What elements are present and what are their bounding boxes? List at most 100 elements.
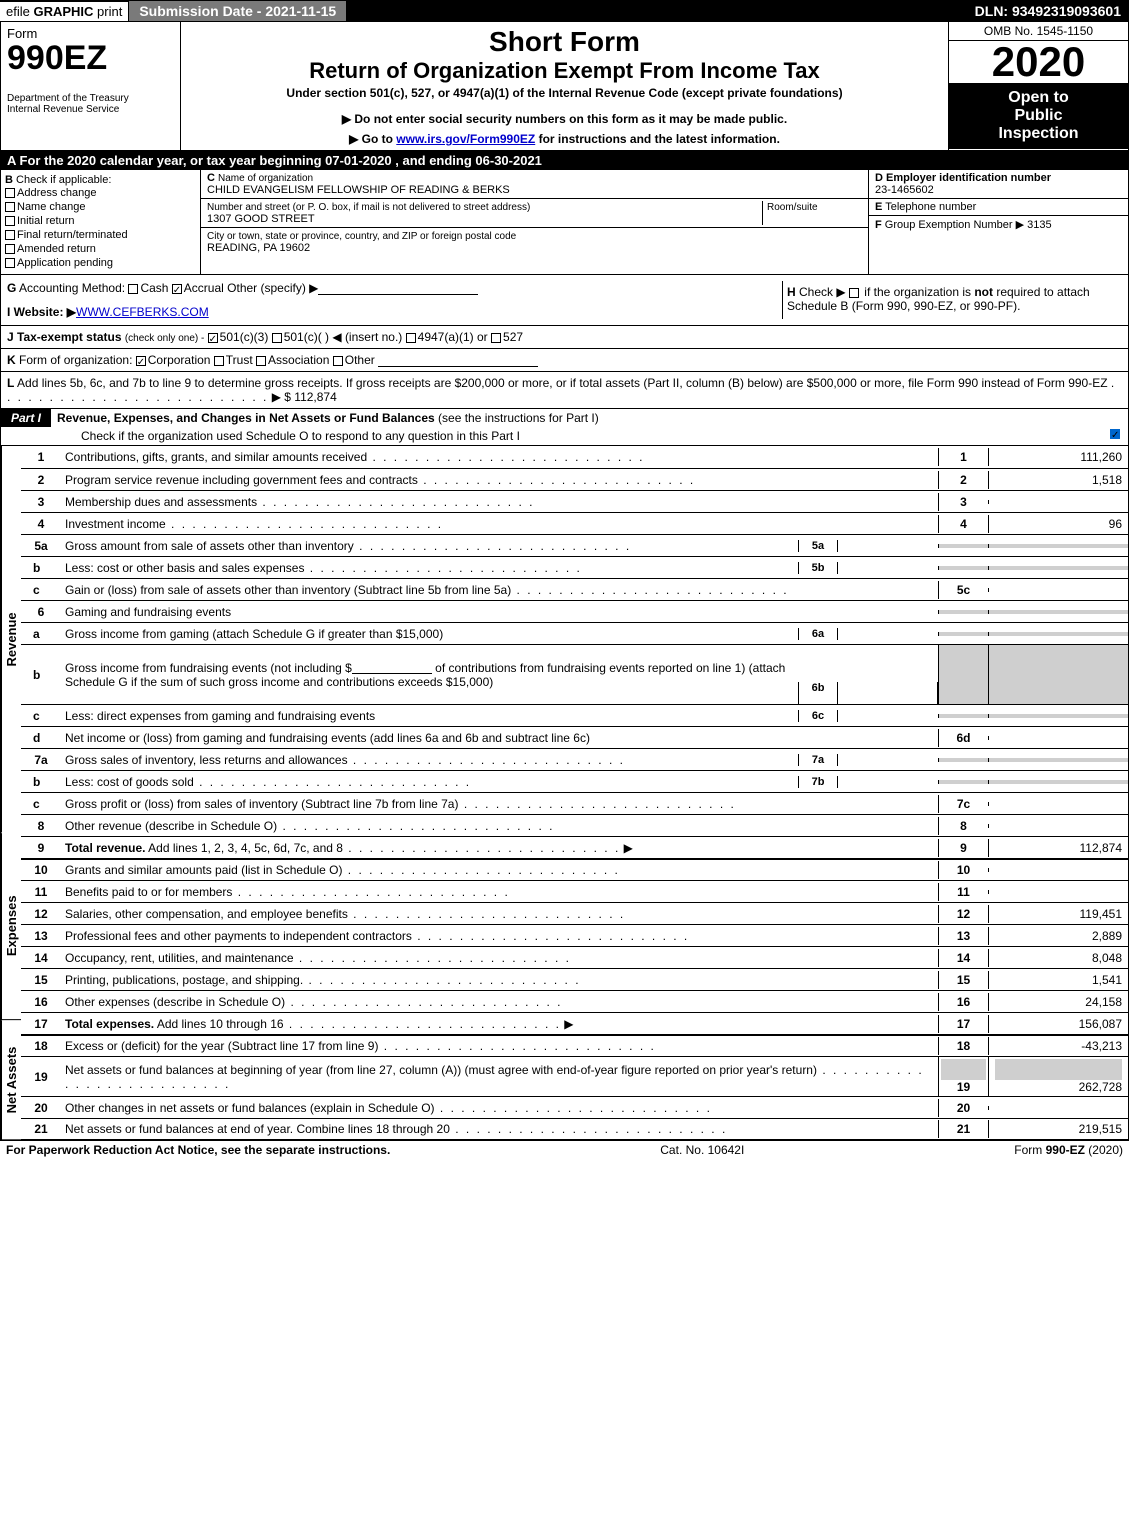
line-6b-blank[interactable] — [352, 662, 432, 674]
line-7b-desc: Less: cost of goods sold — [61, 773, 798, 791]
line-1: 1 Contributions, gifts, grants, and simi… — [21, 446, 1128, 468]
goto-link[interactable]: www.irs.gov/Form990EZ — [396, 132, 535, 146]
line-6d-num: d — [21, 729, 61, 747]
line-17-rnum: 17 — [938, 1015, 988, 1033]
line-3-num: 3 — [21, 493, 61, 511]
part1-title-bold: Revenue, Expenses, and Changes in Net As… — [57, 411, 435, 425]
chk-h[interactable] — [849, 288, 859, 298]
k-other-blank[interactable] — [378, 355, 538, 367]
line-16-desc-text: Other expenses (describe in Schedule O) — [65, 995, 285, 1009]
line-2-desc-text: Program service revenue including govern… — [65, 473, 418, 487]
chk-amended[interactable] — [5, 244, 15, 254]
g-other-blank[interactable] — [318, 283, 478, 295]
efile-print[interactable]: efile GRAPHIC print — [0, 2, 128, 21]
goto-suffix: for instructions and the latest informat… — [535, 132, 780, 146]
line-16: 16 Other expenses (describe in Schedule … — [21, 990, 1128, 1012]
line-11-desc: Benefits paid to or for members — [61, 883, 938, 901]
org-info-block: B Check if applicable: Address change Na… — [0, 170, 1129, 275]
k-row: K Form of organization: Corporation Trus… — [0, 349, 1129, 372]
line-7a-num: 7a — [21, 751, 61, 769]
dots — [342, 863, 619, 877]
g-label: G — [7, 281, 16, 295]
efile-prefix: efile — [6, 4, 33, 19]
line-7c-val — [988, 802, 1128, 806]
g-cash: Cash — [140, 281, 168, 295]
chk-schedule-o[interactable] — [1110, 429, 1120, 439]
line-7a-desc: Gross sales of inventory, less returns a… — [61, 751, 798, 769]
line-7a-rshade2 — [988, 758, 1128, 762]
line-5a: 5a Gross amount from sale of assets othe… — [21, 534, 1128, 556]
chk-application[interactable] — [5, 258, 15, 268]
line-14-val: 8,048 — [988, 949, 1128, 967]
line-6b-num: b — [21, 666, 61, 684]
street: 1307 GOOD STREET — [207, 213, 315, 225]
j-501c3: 501(c)(3) — [220, 330, 269, 344]
city-label: City or town, state or province, country… — [207, 231, 516, 242]
line-12: 12 Salaries, other compensation, and emp… — [21, 902, 1128, 924]
chk-501c3[interactable] — [208, 333, 218, 343]
chk-other-org[interactable] — [333, 356, 343, 366]
org-address-col: C Name of organization CHILD EVANGELISM … — [201, 170, 868, 274]
part1-checkline: Check if the organization used Schedule … — [81, 429, 1110, 443]
line-5b-mid: 5b — [798, 562, 838, 574]
chk-trust[interactable] — [214, 356, 224, 366]
line-21-rnum: 21 — [938, 1120, 988, 1138]
chk-final[interactable] — [5, 230, 15, 240]
line-5c: c Gain or (loss) from sale of assets oth… — [21, 578, 1128, 600]
line-6c-mid: 6c — [798, 710, 838, 722]
line-5b-desc: Less: cost or other basis and sales expe… — [61, 559, 798, 577]
b-label: B — [5, 174, 13, 186]
line-17-bold: Total expenses. — [65, 1017, 154, 1031]
g-accrual: Accrual — [184, 281, 224, 295]
h-cell: H Check ▶ if the organization is not req… — [782, 281, 1122, 319]
chk-501c[interactable] — [272, 333, 282, 343]
chk-name-label: Name change — [17, 201, 86, 213]
line-6b-desc: Gross income from fundraising events (no… — [61, 659, 798, 691]
chk-initial[interactable] — [5, 216, 15, 226]
j-4947: 4947(a)(1) or — [418, 330, 488, 344]
efile-suffix: print — [97, 4, 122, 19]
line-1-num: 1 — [21, 448, 61, 466]
chk-corp[interactable] — [136, 356, 146, 366]
goto-prefix: ▶ Go to — [349, 132, 396, 146]
k-corp: Corporation — [148, 353, 211, 367]
form-header: Form 990EZ Department of the Treasury In… — [0, 22, 1129, 151]
k-text: Form of organization: — [19, 353, 132, 367]
dots — [257, 495, 534, 509]
line-11-rnum: 11 — [938, 883, 988, 901]
chk-accrual[interactable] — [172, 284, 182, 294]
line-12-desc-text: Salaries, other compensation, and employ… — [65, 907, 348, 921]
line-6: 6 Gaming and fundraising events — [21, 600, 1128, 622]
line-4-desc: Investment income — [61, 515, 938, 533]
chk-address[interactable] — [5, 188, 15, 198]
line-15-rnum: 15 — [938, 971, 988, 989]
dots — [343, 841, 620, 855]
line-7b-rshade — [938, 780, 988, 784]
line-6b-rshade — [938, 645, 988, 704]
chk-4947[interactable] — [406, 333, 416, 343]
header-mid: Short Form Return of Organization Exempt… — [181, 22, 948, 150]
line-13-desc-text: Professional fees and other payments to … — [65, 929, 412, 943]
line-1-desc-text: Contributions, gifts, grants, and simila… — [65, 450, 367, 464]
line-7b-desc-text: Less: cost of goods sold — [65, 775, 194, 789]
line-11-num: 11 — [21, 883, 61, 901]
j-row: J Tax-exempt status (check only one) - 5… — [0, 326, 1129, 349]
line-2-desc: Program service revenue including govern… — [61, 471, 938, 489]
chk-final-label: Final return/terminated — [17, 229, 128, 241]
chk-527[interactable] — [491, 333, 501, 343]
line-15-val: 1,541 — [988, 971, 1128, 989]
line-10-val — [988, 868, 1128, 872]
dots — [378, 1039, 655, 1053]
line-16-num: 16 — [21, 993, 61, 1011]
chk-cash[interactable] — [128, 284, 138, 294]
under-section: Under section 501(c), 527, or 4947(a)(1)… — [187, 86, 942, 100]
website-link[interactable]: WWW.CEFBERKS.COM — [76, 305, 209, 319]
chk-name[interactable] — [5, 202, 15, 212]
line-6d-val — [988, 736, 1128, 740]
f-label: F — [875, 219, 882, 231]
chk-assoc[interactable] — [256, 356, 266, 366]
line-9-desc: Total revenue. Add lines 1, 2, 3, 4, 5c,… — [61, 839, 938, 857]
dots — [303, 973, 580, 987]
telephone-cell: E Telephone number — [869, 199, 1128, 216]
line-20-val — [988, 1106, 1128, 1110]
